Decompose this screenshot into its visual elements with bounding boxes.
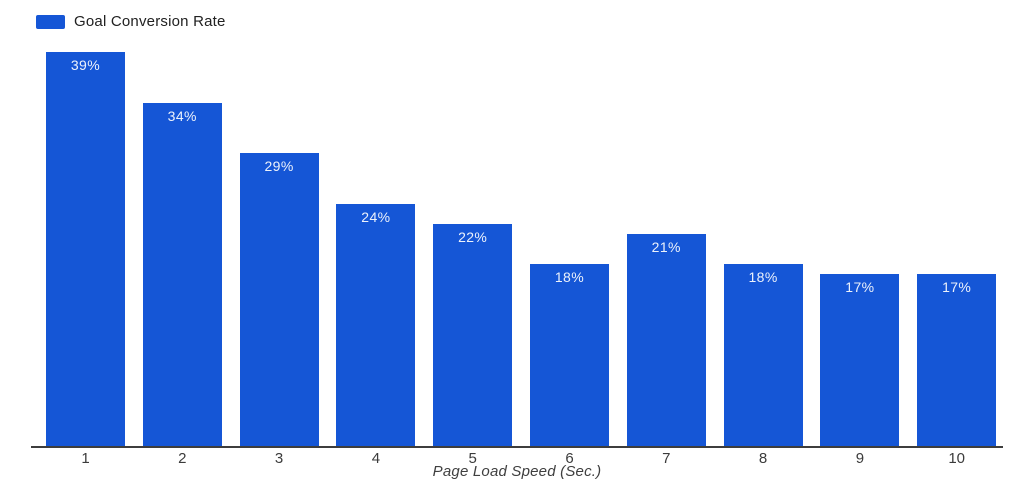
bar-1[interactable]: 39% bbox=[46, 52, 125, 446]
x-tick-label-2: 2 bbox=[178, 450, 187, 467]
bar-value-label: 39% bbox=[70, 57, 101, 74]
x-tick-label-4: 4 bbox=[371, 450, 381, 467]
bar-value-label: 17% bbox=[845, 279, 875, 296]
x-tick-label-6: 6 bbox=[565, 450, 574, 467]
bar-2[interactable]: 34% bbox=[142, 102, 222, 446]
bar-value-label: 18% bbox=[748, 269, 778, 286]
x-axis-tick-row: 1 2 3 4 5 6 7 8 9 10 bbox=[31, 450, 1003, 468]
plot-area: 39% 34% 29% 24% 22% 18% 21% 18% 17% 17% bbox=[31, 42, 1003, 448]
bar-3[interactable]: 29% bbox=[239, 153, 319, 446]
bar-value-label: 22% bbox=[458, 228, 488, 245]
bar-9[interactable]: 17% bbox=[820, 274, 900, 446]
bar-6[interactable]: 18% bbox=[530, 264, 609, 446]
x-tick-label-10: 10 bbox=[948, 450, 966, 467]
bar-value-label: 21% bbox=[651, 238, 681, 255]
bar-value-label: 18% bbox=[554, 269, 585, 286]
x-tick-label-1: 1 bbox=[81, 450, 90, 467]
legend-label: Goal Conversion Rate bbox=[74, 13, 226, 30]
bar-value-label: 17% bbox=[942, 279, 972, 296]
bar-value-label: 34% bbox=[167, 107, 197, 124]
bar-value-label: 24% bbox=[361, 208, 391, 225]
x-tick-label-7: 7 bbox=[662, 450, 671, 467]
bar-4[interactable]: 24% bbox=[336, 203, 416, 446]
bar-7[interactable]: 21% bbox=[626, 233, 706, 446]
legend-item[interactable]: Goal Conversion Rate bbox=[36, 13, 226, 30]
x-tick-label-9: 9 bbox=[855, 450, 865, 467]
bar-value-label: 29% bbox=[264, 158, 294, 175]
x-tick-label-5: 5 bbox=[468, 450, 477, 467]
x-axis-title: Page Load Speed (Sec.) bbox=[432, 463, 602, 480]
x-tick-label-3: 3 bbox=[274, 450, 284, 467]
x-tick-label-8: 8 bbox=[758, 450, 768, 467]
legend-swatch-icon bbox=[36, 14, 65, 29]
bar-8[interactable]: 18% bbox=[723, 264, 803, 446]
bar-10[interactable]: 17% bbox=[917, 274, 997, 446]
bar-5[interactable]: 22% bbox=[433, 223, 513, 446]
